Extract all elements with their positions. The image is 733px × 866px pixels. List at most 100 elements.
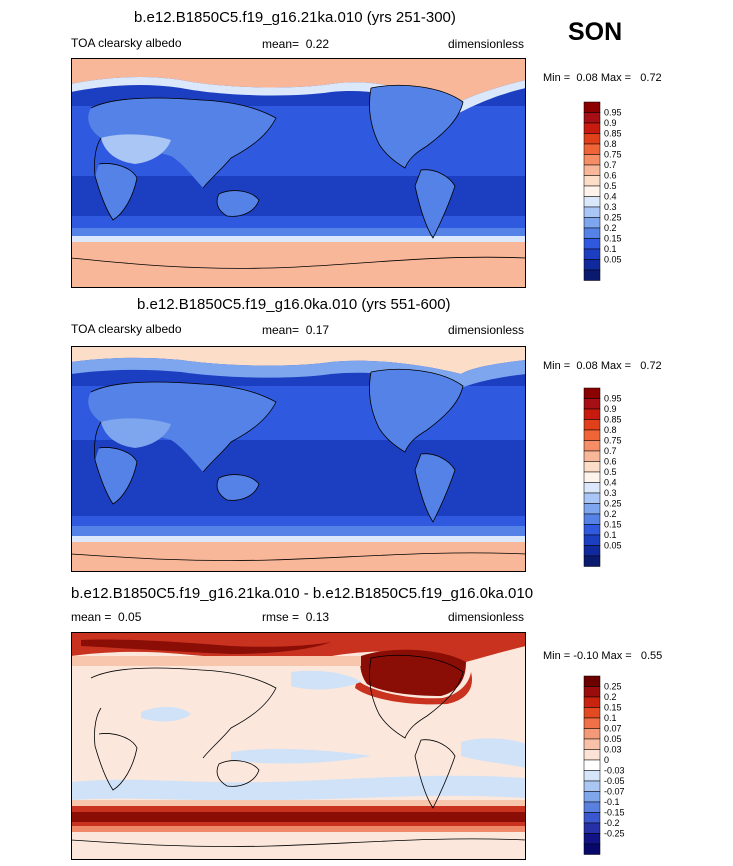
colorbar-box xyxy=(583,419,601,431)
panel1-colorbar: 0.950.90.850.80.750.70.60.50.40.30.250.2… xyxy=(583,101,622,281)
colorbar-box xyxy=(583,238,601,250)
colorbar-box xyxy=(583,801,601,813)
colorbar-box xyxy=(583,440,601,452)
panel2-min-label: Min = xyxy=(543,360,571,372)
colorbar-label: 0.75 xyxy=(604,436,622,446)
panel1-max-value: 0.72 xyxy=(640,72,662,84)
colorbar-label: 0.7 xyxy=(604,160,617,170)
colorbar-label: -0.15 xyxy=(604,808,625,818)
colorbar-box xyxy=(583,143,601,155)
panel3-north-band xyxy=(71,656,361,666)
colorbar-label: 0.9 xyxy=(604,118,617,128)
panel1-mean-label: mean= xyxy=(262,37,300,51)
panel2-colorbar: 0.950.90.850.80.750.70.60.50.40.30.250.2… xyxy=(583,387,622,567)
panel3-minmax: Min = -0.10 Max = 0.55 xyxy=(543,650,662,662)
colorbar-label: 0.1 xyxy=(604,530,617,540)
colorbar-label: 0.4 xyxy=(604,192,617,202)
colorbar-label: 0.25 xyxy=(604,682,622,692)
colorbar-label: -0.07 xyxy=(604,787,625,797)
colorbar-label: 0.3 xyxy=(604,488,617,498)
colorbar-box xyxy=(583,482,601,494)
panel1-max-label: Max = xyxy=(600,72,632,84)
colorbar-box xyxy=(583,185,601,197)
colorbar-label: 0.15 xyxy=(604,234,622,244)
panel3-max-label: Max = xyxy=(601,650,632,662)
colorbar-box xyxy=(583,387,601,399)
panel3-rmse-label: rmse = xyxy=(262,610,300,624)
panel3-south-band-light2 xyxy=(71,826,526,832)
panel3-rmse-value: 0.13 xyxy=(305,610,330,624)
colorbar-box xyxy=(583,164,601,176)
colorbar-box xyxy=(583,696,601,708)
panel1-australia xyxy=(217,190,259,217)
colorbar-box xyxy=(583,503,601,515)
colorbar-box xyxy=(583,812,601,824)
colorbar-label: 0.05 xyxy=(604,541,622,551)
colorbar-label: 0.95 xyxy=(604,394,622,404)
colorbar-box xyxy=(583,450,601,462)
panel2-mean-value: 0.17 xyxy=(305,323,330,337)
colorbar-box xyxy=(583,122,601,134)
panel2-ocean-south xyxy=(71,516,526,526)
panel1-north-ice-edge xyxy=(71,77,526,116)
colorbar-label: 0.25 xyxy=(604,213,622,223)
colorbar-box xyxy=(583,717,601,729)
colorbar-box xyxy=(583,833,601,845)
panel3-blue-tropics-2 xyxy=(231,749,371,764)
panel3-colorbar-labels: 0.250.20.150.10.070.050.030-0.03-0.05-0.… xyxy=(604,682,625,839)
panel2-min-value: 0.08 xyxy=(576,360,598,372)
colorbar-label: 0.9 xyxy=(604,404,617,414)
colorbar-box xyxy=(583,791,601,803)
colorbar-box xyxy=(583,545,601,557)
panel2-north-ice xyxy=(71,346,526,374)
panel2-antarctic-ice xyxy=(71,542,526,572)
panel1-antarctic-ice xyxy=(71,242,526,288)
colorbar-box xyxy=(583,217,601,229)
colorbar-box xyxy=(583,749,601,761)
colorbar-box xyxy=(583,429,601,441)
colorbar-label: 0.95 xyxy=(604,108,622,118)
colorbar-box xyxy=(583,728,601,740)
colorbar-box xyxy=(583,471,601,483)
panel1-coastlines xyxy=(71,84,526,269)
panel1-variable-label: TOA clearsky albedo xyxy=(71,36,182,50)
colorbar-label: 0.1 xyxy=(604,713,617,723)
panel3-mean-value: 0.05 xyxy=(118,610,142,624)
panel3-title: b.e12.B1850C5.f19_g16.21ka.010 - b.e12.B… xyxy=(71,585,534,602)
panel1-mean: mean= 0.22 xyxy=(262,37,329,51)
panel3-colorbar: 0.250.20.150.10.070.050.030-0.03-0.05-0.… xyxy=(583,675,625,855)
season-label: SON xyxy=(568,18,623,46)
colorbar-box xyxy=(583,686,601,698)
colorbar-box xyxy=(583,269,601,281)
panel1-ice-edge xyxy=(71,236,526,242)
panel2-max-label: Max = xyxy=(600,360,632,372)
panel3-min-label: Min = xyxy=(543,650,571,662)
colorbar-label: -0.2 xyxy=(604,818,620,828)
panel1-mean-value: 0.22 xyxy=(305,37,330,51)
panel3-units: dimensionless xyxy=(448,610,525,624)
colorbar-box xyxy=(583,513,601,525)
panel1-map xyxy=(71,58,526,288)
panel1-sahara xyxy=(101,134,171,164)
colorbar-label: 0.05 xyxy=(604,255,622,265)
colorbar-box xyxy=(583,248,601,260)
panel2-map-frame xyxy=(71,346,526,572)
colorbar-label: -0.1 xyxy=(604,797,620,807)
panel1-colorbar-labels: 0.950.90.850.80.750.70.60.50.40.30.250.2… xyxy=(604,108,622,265)
colorbar-label: 0.5 xyxy=(604,467,617,477)
panel3-blue-atlantic xyxy=(461,738,526,768)
panel1-north-ice xyxy=(71,58,526,106)
panel1-ocean-south xyxy=(71,216,526,228)
panel3-mean: mean = 0.05 xyxy=(71,610,141,624)
panel2-ocean-subpolar xyxy=(71,526,526,536)
colorbar-box xyxy=(583,175,601,187)
colorbar-label: 0.2 xyxy=(604,692,617,702)
colorbar-label: 0.05 xyxy=(604,734,622,744)
panel2-asia-land xyxy=(88,382,276,472)
colorbar-label: -0.03 xyxy=(604,766,625,776)
panel1-minmax: Min = 0.08 Max = 0.72 xyxy=(543,72,662,84)
colorbar-label: 0.5 xyxy=(604,181,617,191)
colorbar-box xyxy=(583,461,601,473)
colorbar-label: 0.07 xyxy=(604,724,622,734)
panel1-colorbar-boxes xyxy=(583,101,601,281)
